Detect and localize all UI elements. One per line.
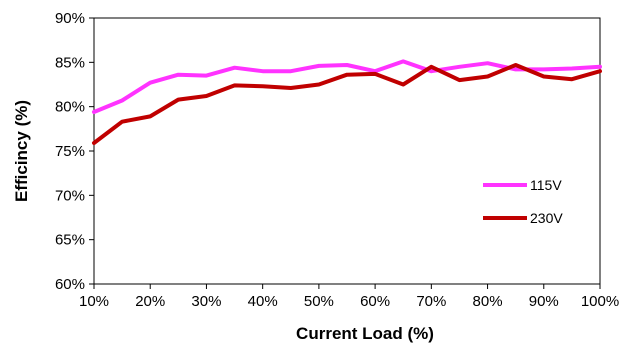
- y-tick-label: 60%: [55, 276, 85, 293]
- y-tick-label: 70%: [55, 187, 85, 204]
- y-tick-marks: [89, 17, 94, 285]
- y-tick-labels: 60% 65% 70% 75% 80% 85% 90%: [55, 10, 85, 293]
- y-tick-label: 80%: [55, 99, 85, 116]
- series-line-115v: [92, 59, 602, 114]
- x-tick-label: 100%: [581, 293, 619, 310]
- x-tick-label: 60%: [360, 293, 390, 310]
- x-tick-label: 10%: [79, 293, 109, 310]
- x-tick-labels: 10% 20% 30% 40% 50% 60% 70% 80% 90% 100%: [79, 293, 619, 310]
- x-tick-label: 20%: [135, 293, 165, 310]
- y-tick-label: 85%: [55, 54, 85, 71]
- x-tick-label: 40%: [248, 293, 278, 310]
- x-tick-marks: [93, 284, 601, 289]
- x-tick-label: 50%: [304, 293, 334, 310]
- legend-label-115v: 115V: [530, 177, 562, 193]
- x-tick-label: 30%: [191, 293, 221, 310]
- x-tick-label: 90%: [529, 293, 559, 310]
- y-tick-label: 65%: [55, 232, 85, 249]
- plot-area-frame: [93, 17, 601, 285]
- x-tick-label: 80%: [473, 293, 503, 310]
- legend: 115V 230V: [483, 177, 563, 226]
- y-tick-label: 90%: [55, 10, 85, 27]
- x-tick-label: 70%: [416, 293, 446, 310]
- y-axis-title: Efficincy (%): [12, 100, 31, 202]
- y-tick-label: 75%: [55, 143, 85, 160]
- series-line-230v: [92, 63, 602, 145]
- legend-label-230v: 230V: [530, 210, 563, 226]
- x-axis-title: Current Load (%): [296, 324, 434, 343]
- series-lines: [92, 59, 602, 145]
